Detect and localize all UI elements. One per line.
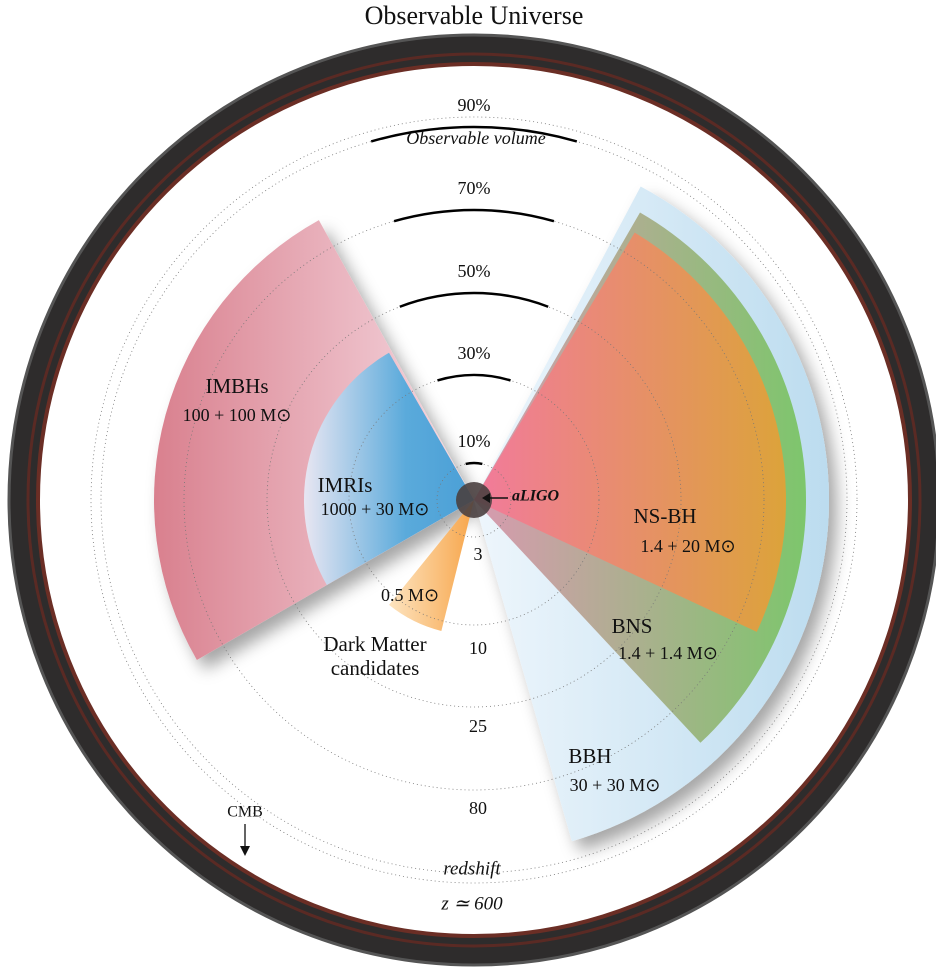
wedge-imri [304, 352, 474, 585]
volume-arc [465, 461, 483, 466]
volume-arc [393, 208, 555, 223]
volume-ring [100, 126, 848, 874]
volume-arc [437, 373, 511, 382]
volume-arc [370, 125, 578, 143]
source-name: IMBHs [205, 374, 268, 398]
source-mass: 100 + 100 M⊙ [183, 405, 292, 425]
cmb-ring [90, 116, 858, 884]
source-mass: 0.5 M⊙ [381, 585, 439, 605]
title: Observable Universe [365, 1, 584, 30]
wedges [154, 186, 829, 842]
outer-ring [7, 33, 936, 967]
ring-outer [7, 33, 936, 967]
volume-caption: Observable volume [406, 128, 545, 148]
labels: 10% 30% 50% 70% 90% 3 10 25 80 IMBHs 100 + 100 M⊙ I… [183, 95, 736, 818]
volume-label: 70% [458, 178, 491, 198]
cmb-redshift: z ≃ 600 [440, 893, 503, 914]
detector-disc [456, 482, 492, 518]
volume-ring [266, 292, 682, 708]
source-mass: 30 + 30 M⊙ [570, 775, 661, 795]
source-mass: 1.4 + 1.4 M⊙ [618, 643, 718, 663]
wedge-nsbh [474, 232, 786, 632]
redshift-caption: redshift [443, 858, 501, 879]
source-mass: 1.4 + 20 M⊙ [640, 536, 735, 556]
volume-ring [436, 462, 512, 538]
volume-rings [90, 116, 858, 884]
volume-label: 50% [458, 261, 491, 281]
redshift-label: 3 [474, 544, 483, 564]
volume-label: 10% [458, 431, 491, 451]
volume-arc [399, 291, 549, 308]
volume-label: 90% [458, 95, 491, 115]
cmb-label: CMB [227, 804, 263, 821]
ring-inner [36, 62, 912, 938]
volume-ring [183, 209, 765, 791]
source-name: Dark Matter candidates [323, 632, 426, 680]
source-name: BBH [568, 744, 611, 768]
detector-arrowhead [482, 493, 490, 503]
source-name: NS-BH [633, 504, 696, 528]
volume-label: 30% [458, 343, 491, 363]
source-name: IMRIs [318, 473, 373, 497]
redshift-label: 25 [469, 716, 487, 736]
ring-mid [26, 52, 922, 948]
redshift-label: 10 [469, 638, 487, 658]
redshift-label: 80 [469, 798, 487, 818]
cmb-arrowhead [240, 846, 250, 856]
wedge-dark-matter [389, 500, 474, 631]
wedge-imbh [154, 220, 474, 660]
detector-label: aLIGO [512, 488, 560, 505]
ring-band [8, 34, 936, 966]
source-name: BNS [612, 614, 653, 638]
source-mass: 1000 + 30 M⊙ [321, 499, 430, 519]
